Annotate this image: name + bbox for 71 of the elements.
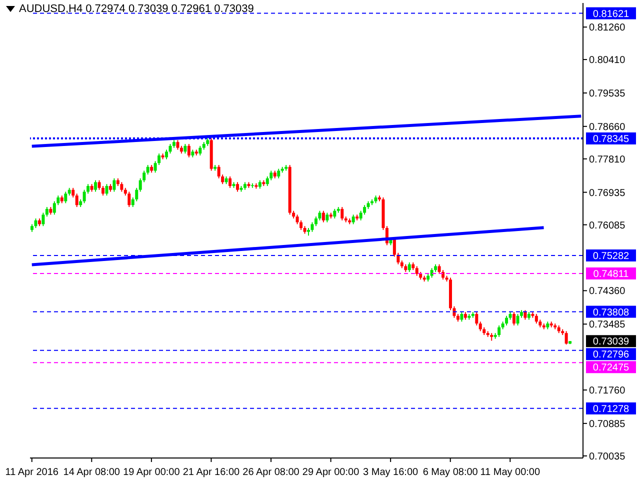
y-tick-label: 0.76935 (589, 188, 626, 199)
candlestick (128, 191, 131, 208)
candlestick (534, 313, 538, 324)
candlestick (165, 149, 168, 160)
candlestick (524, 310, 527, 320)
y-tick-label: 0.76085 (589, 220, 626, 232)
candlestick (415, 266, 418, 276)
candlestick (176, 140, 180, 150)
candlestick (228, 176, 232, 188)
ref-line-label: 0.75282 (592, 250, 630, 262)
x-tick-label: 11 Apr 2016 (5, 467, 59, 478)
candlestick (512, 312, 516, 326)
candlestick (475, 312, 478, 326)
ref-line-label: 0.73808 (592, 307, 630, 318)
y-tick-label: 0.77810 (589, 154, 626, 166)
candlestick (75, 193, 78, 208)
candlestick (146, 164, 150, 176)
candlestick (322, 210, 325, 223)
y-tick-label: 0.71760 (589, 386, 626, 397)
text: 0.73039 (592, 336, 630, 348)
x-tick-label: 26 Apr 08:00 (242, 467, 300, 478)
candlestick (516, 313, 520, 326)
candlestick (184, 143, 187, 154)
candlestick (168, 143, 172, 154)
candlestick (42, 212, 45, 227)
y-tick-label: 0.74360 (589, 286, 626, 298)
candlestick (352, 214, 355, 225)
candlestick (310, 222, 314, 232)
chart-title: AUDUSD,H4 0.72974 0.73039 0.72961 0.73039 (19, 3, 254, 15)
ref-line-label: 0.71278 (592, 404, 630, 415)
candlestick (505, 315, 508, 326)
candlestick (105, 184, 108, 196)
candlestick (408, 262, 411, 272)
candlestick (564, 330, 568, 346)
candlestick (430, 268, 434, 278)
ref-line-label: 0.78345 (592, 134, 630, 145)
candlestick (94, 180, 98, 192)
ref-line-label: 0.72796 (592, 350, 630, 361)
x-tick-label: 6 May 08:00 (422, 467, 478, 478)
candlestick (64, 191, 68, 204)
candlestick (478, 321, 482, 332)
x-tick-label: 11 May 00:00 (480, 467, 540, 478)
candlestick (460, 312, 464, 322)
candlestick (72, 187, 75, 198)
candlestick (333, 208, 336, 219)
y-tick-label: 0.78660 (589, 122, 626, 133)
x-tick-label: 14 Apr 08:00 (63, 467, 120, 478)
y-tick-label: 0.73485 (589, 320, 626, 331)
y-tick-label: 0.70035 (589, 451, 626, 462)
candlestick (120, 182, 124, 192)
y-tick-label: 0.81260 (589, 22, 626, 34)
y-tick-label: 0.80410 (589, 55, 626, 66)
x-tick-label: 29 Apr 00:00 (302, 467, 360, 478)
ref-line-label: 0.74811 (593, 268, 630, 280)
candlestick (340, 206, 344, 221)
candlestick (326, 212, 329, 223)
y-tick-label: 0.79535 (589, 88, 626, 100)
candlestick (498, 324, 501, 338)
candlestick (277, 168, 280, 179)
candlestick (34, 218, 38, 229)
x-tick-label: 3 May 16:00 (363, 467, 419, 478)
x-tick-label: 21 Apr 16:00 (182, 467, 240, 478)
candlestick (236, 182, 240, 192)
ref-line-label: 0.81621 (592, 8, 630, 20)
x-tick-label: 19 Apr 00:00 (123, 467, 180, 478)
candlestick (187, 143, 190, 158)
candlestick (198, 145, 202, 156)
ref-line-label: 0.72475 (592, 362, 630, 374)
candlestick (112, 178, 116, 192)
candlestick (45, 206, 48, 218)
y-tick-label: 0.70885 (589, 418, 626, 430)
